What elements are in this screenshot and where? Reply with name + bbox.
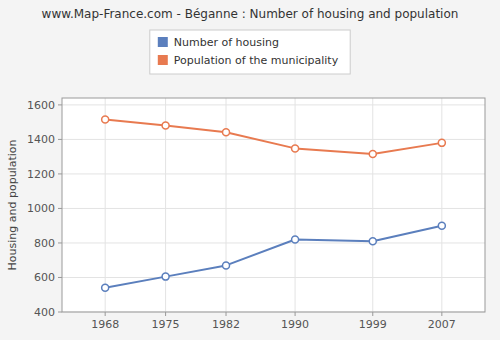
series-group	[102, 116, 446, 291]
legend-box	[150, 30, 350, 74]
chart-container: www.Map-France.com - Béganne : Number of…	[0, 0, 500, 340]
series-line	[105, 226, 442, 288]
chart: www.Map-France.com - Béganne : Number of…	[0, 0, 500, 340]
tick-mark	[58, 173, 62, 174]
tick-label: 1982	[212, 318, 240, 331]
point	[438, 222, 445, 229]
tick-label: 1975	[152, 318, 180, 331]
tick-label: 1600	[27, 99, 55, 112]
title: www.Map-France.com - Béganne : Number of…	[42, 7, 459, 21]
point	[102, 116, 109, 123]
plot-area	[62, 98, 485, 312]
grid-line	[62, 242, 485, 243]
tick-mark	[58, 277, 62, 278]
legend-swatch	[158, 37, 168, 47]
point	[162, 273, 169, 280]
point	[438, 139, 445, 146]
grid-line	[62, 208, 485, 209]
legend-swatch	[158, 55, 168, 65]
legend: Number of housing Population of the munic…	[150, 30, 350, 74]
tick-label: 800	[34, 237, 55, 250]
point	[292, 236, 299, 243]
tick-label: 400	[34, 306, 55, 319]
point	[292, 145, 299, 152]
tick-mark	[58, 208, 62, 209]
grid-line	[372, 98, 373, 312]
tick-mark	[372, 312, 373, 316]
tick-label: 1990	[281, 318, 309, 331]
tick-mark	[58, 139, 62, 140]
tick-label: 1400	[27, 133, 55, 146]
tick-mark	[441, 312, 442, 316]
grid-line	[62, 277, 485, 278]
tick-mark	[295, 312, 296, 316]
point	[223, 129, 230, 136]
tick-label: 1968	[91, 318, 119, 331]
tick-label: 1200	[27, 168, 55, 181]
legend-label: Population of the municipality	[174, 54, 339, 67]
tick-label: 2007	[428, 318, 456, 331]
tick-mark	[58, 104, 62, 105]
point	[223, 262, 230, 269]
tick-mark	[105, 312, 106, 316]
tick-mark	[58, 312, 62, 313]
tick-mark	[226, 312, 227, 316]
grid-line	[295, 98, 296, 312]
grid-line	[62, 173, 485, 174]
point	[369, 238, 376, 245]
tick-label: 600	[34, 271, 55, 284]
series-line	[105, 120, 442, 155]
grid-line	[441, 98, 442, 312]
point	[102, 284, 109, 291]
tick-label: 1000	[27, 202, 55, 215]
axis-label: Housing and population	[6, 140, 19, 271]
tick-mark	[58, 242, 62, 243]
point	[162, 122, 169, 129]
tick-label: 1999	[359, 318, 387, 331]
grid-line	[62, 104, 485, 105]
plot-frame	[62, 98, 485, 312]
point	[369, 151, 376, 158]
tick-mark	[165, 312, 166, 316]
grid-line	[62, 139, 485, 140]
grid-line	[105, 98, 106, 312]
legend-label: Number of housing	[174, 36, 279, 49]
